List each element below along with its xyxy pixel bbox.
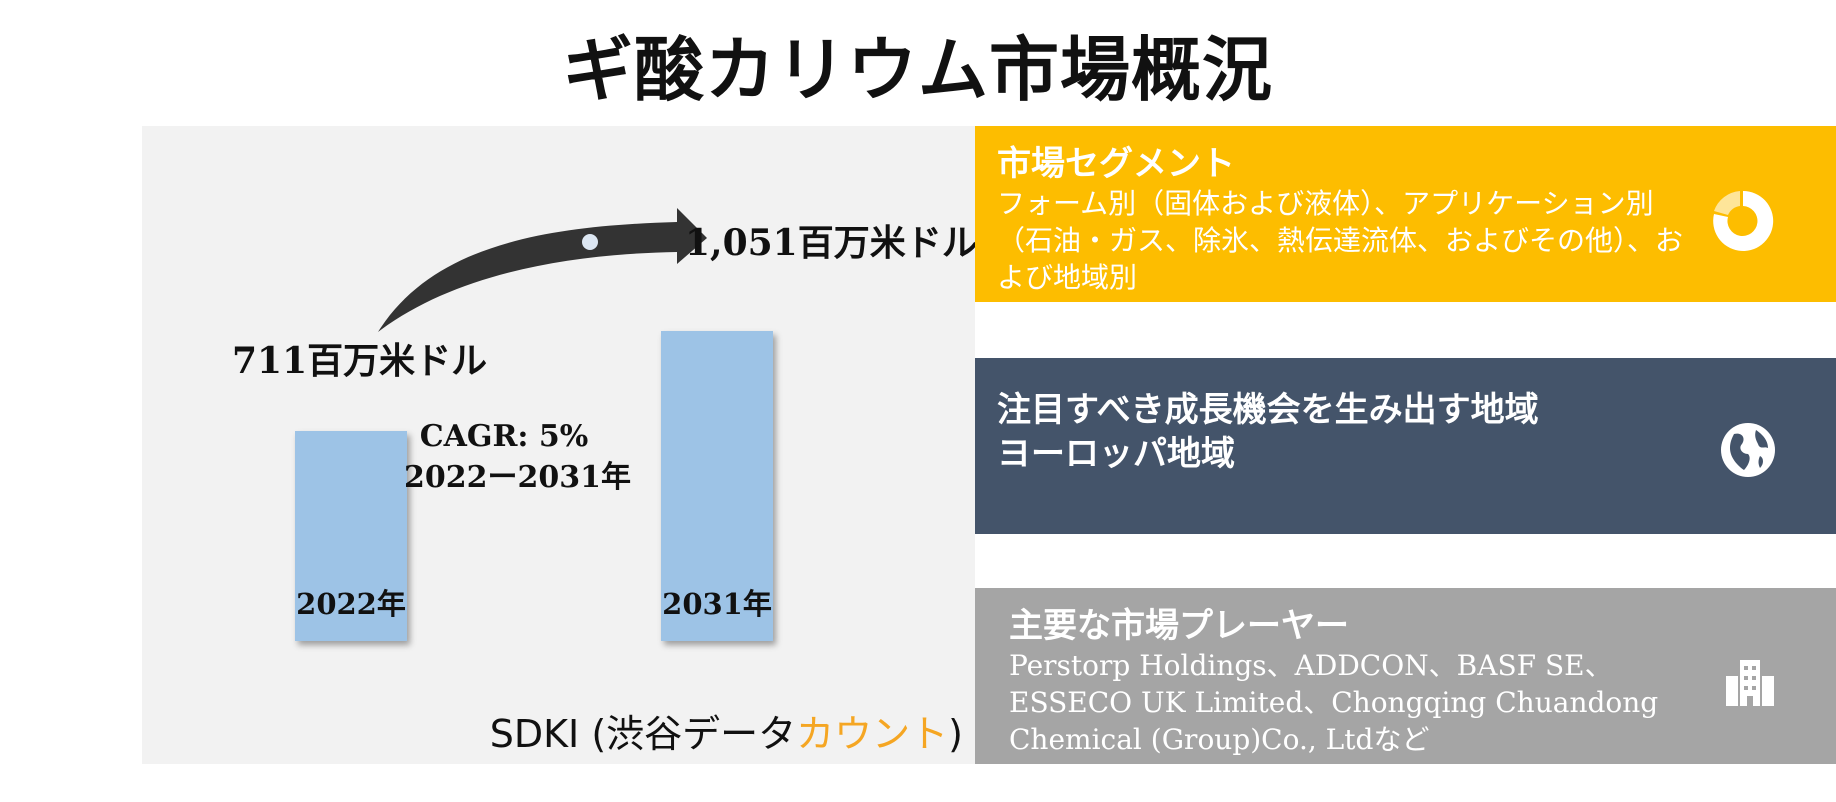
players-body: Perstorp Holdings、ADDCON、BASF SE、ESSECO … (1009, 649, 1659, 756)
source-prefix: SDKI (渋谷データ (489, 712, 797, 756)
source-accent: カウント (796, 712, 949, 756)
players-box: 主要な市場プレーヤー Perstorp Holdings、ADDCON、BASF… (975, 588, 1836, 764)
cagr-period: 2022ー2031年 (404, 460, 631, 495)
segments-box: 市場セグメント フォーム別（固体および液体）、アプリケーション別（石油・ガス、除… (975, 126, 1836, 302)
source-credit: SDKI (渋谷データカウント) (490, 703, 963, 758)
bar-2031 (661, 330, 773, 641)
region-box: 注目すべき成長機会を生み出す地域 ヨーロッパ地域 (975, 358, 1836, 534)
building-icon (1724, 656, 1776, 712)
segments-title: 市場セグメント (997, 144, 1235, 184)
cagr-annotation: CAGR: 5% 2022ー2031年 (404, 416, 631, 498)
donut-chart-icon (1710, 188, 1776, 258)
globe-icon (1720, 422, 1776, 482)
source-suffix: ) (948, 712, 963, 756)
bar-2022 (295, 431, 407, 641)
region-title: 注目すべき成長機会を生み出す地域 (997, 390, 1539, 430)
growth-arrow (378, 208, 707, 332)
bar-label-2022: 2022年 (296, 587, 406, 621)
players-title: 主要な市場プレーヤー (1009, 606, 1349, 646)
cagr-value: CAGR: 5% (419, 419, 589, 454)
bar-label-2031: 2031年 (662, 587, 772, 621)
value-label-2031: 1,051百万米ドル (685, 222, 978, 264)
chart-panel: 2022年 2031年 711百万米ドル 1,051百万米ドル CAGR: 5%… (142, 126, 978, 764)
segments-body: フォーム別（固体および液体）、アプリケーション別（石油・ガス、除氷、熱伝達流体、… (997, 187, 1684, 294)
value-label-2022: 711百万米ドル (232, 340, 488, 382)
region-body: ヨーロッパ地域 (997, 434, 1235, 474)
page-title: ギ酸カリウム市場概況 (563, 28, 1273, 111)
